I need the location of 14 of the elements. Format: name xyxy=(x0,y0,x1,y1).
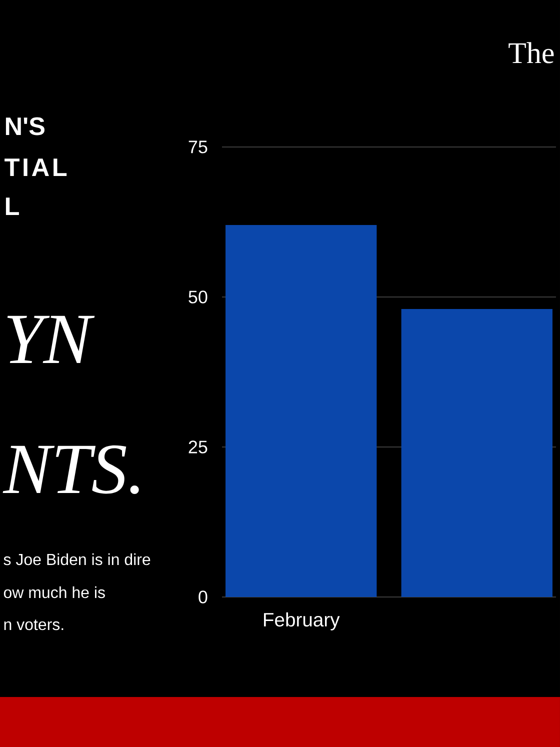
chart-title: The xyxy=(508,42,554,64)
text: n voters. xyxy=(4,620,64,630)
text: TIAL xyxy=(4,158,67,176)
y-tick-label: 25 xyxy=(188,440,208,454)
x-tick-label: February xyxy=(264,612,340,630)
text: L xyxy=(6,198,19,215)
text: ow much he is xyxy=(4,586,105,598)
text: YN xyxy=(7,316,95,363)
y-tick-label: 75 xyxy=(188,140,208,154)
text: NTS. xyxy=(2,445,139,494)
y-tick-label: 50 xyxy=(188,290,208,304)
text: s Joe Biden is in dire xyxy=(4,553,150,566)
y-tick-label: 0 xyxy=(198,590,208,604)
text: N'S xyxy=(6,117,44,136)
